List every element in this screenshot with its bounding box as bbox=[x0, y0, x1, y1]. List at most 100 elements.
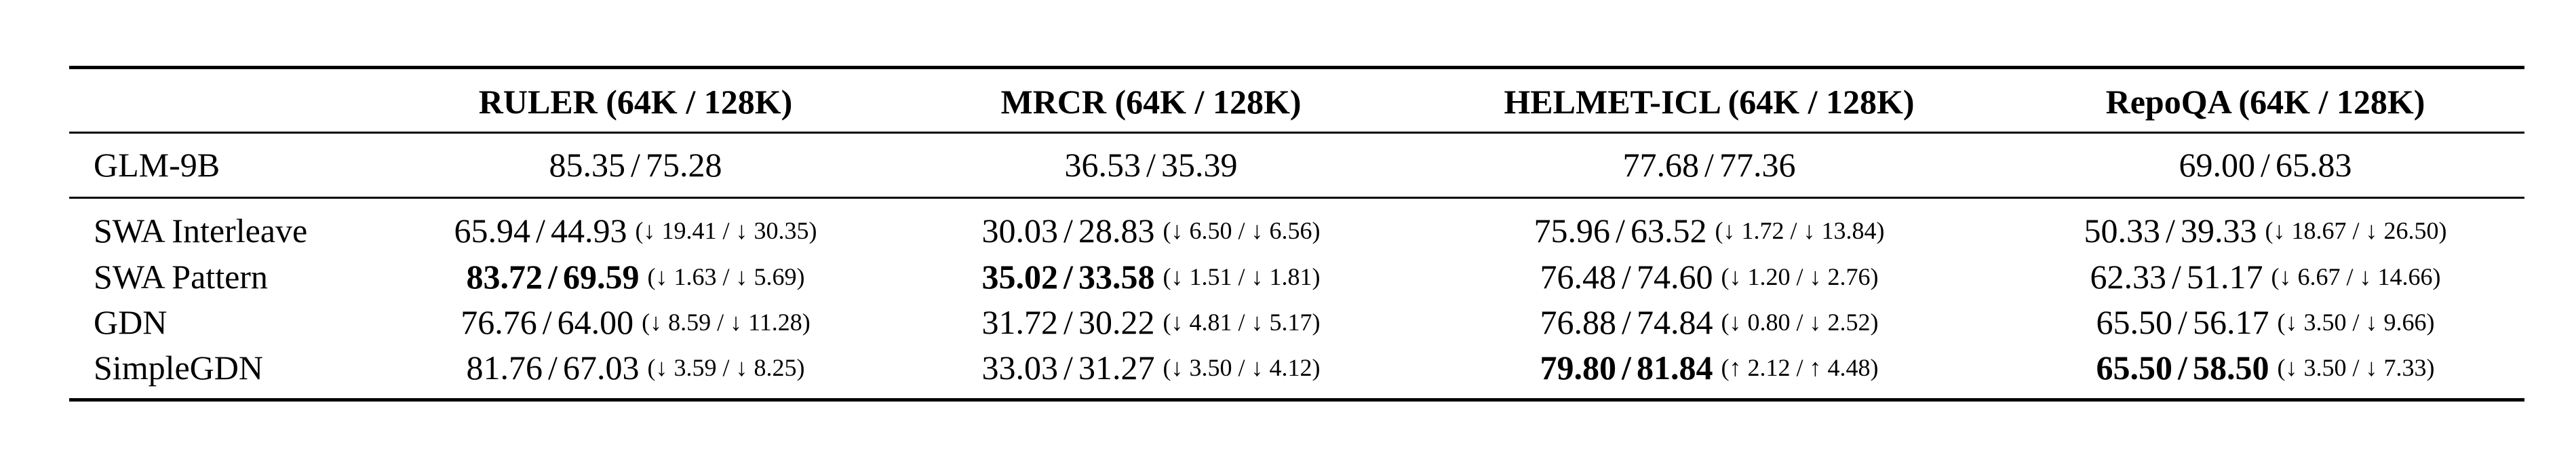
slash-separator: / bbox=[1704, 146, 1714, 184]
score-128k: 74.84 bbox=[1636, 303, 1713, 341]
header-rule bbox=[69, 132, 2524, 134]
score-64k: 35.02 bbox=[981, 258, 1059, 296]
score-128k: 51.17 bbox=[2186, 258, 2263, 296]
slash-separator: / bbox=[548, 349, 558, 387]
score-cell: 36.53/35.39 bbox=[1065, 142, 1238, 187]
score-128k: 77.36 bbox=[1719, 146, 1796, 184]
delta-vs-baseline: (↓ 6.67 / ↓ 14.66) bbox=[2271, 263, 2441, 290]
score-cell: 65.50/56.17 (↓ 3.50 / ↓ 9.66) bbox=[2096, 300, 2435, 345]
slash-separator: / bbox=[631, 146, 640, 184]
bottom-rule bbox=[69, 398, 2524, 402]
table-row: SWA Pattern 83.72/69.59 (↓ 1.63 / ↓ 5.69) 3… bbox=[69, 254, 2524, 299]
score-64k: 83.72 bbox=[466, 258, 543, 296]
header-row: RULER (64K / 128K) MRCR (64K / 128K) HELME… bbox=[69, 79, 2524, 124]
column-header: RepoQA (64K / 128K) bbox=[2105, 83, 2425, 121]
baseline-rule bbox=[69, 197, 2524, 199]
score-64k: 33.03 bbox=[981, 349, 1059, 387]
delta-vs-baseline: (↓ 1.72 / ↓ 13.84) bbox=[1715, 217, 1885, 244]
score-cell: 85.35/75.28 bbox=[549, 142, 722, 187]
score-64k: 76.88 bbox=[1540, 303, 1617, 341]
slash-separator: / bbox=[1622, 349, 1631, 387]
score-cell: 81.76/67.03 (↓ 3.59 / ↓ 8.25) bbox=[467, 345, 805, 390]
score-128k: 64.00 bbox=[557, 303, 634, 341]
slash-separator: / bbox=[2166, 212, 2175, 250]
score-64k: 69.00 bbox=[2179, 146, 2256, 184]
score-cell: 83.72/69.59 (↓ 1.63 / ↓ 5.69) bbox=[467, 254, 805, 299]
score-cell: 50.33/39.33 (↓ 18.67 / ↓ 26.50) bbox=[2084, 208, 2447, 253]
delta-vs-baseline: (↓ 8.59 / ↓ 11.28) bbox=[642, 309, 811, 336]
score-128k: 67.03 bbox=[562, 349, 640, 387]
score-64k: 76.76 bbox=[461, 303, 537, 341]
score-128k: 44.93 bbox=[550, 212, 627, 250]
model-name: GLM-9B bbox=[94, 146, 220, 184]
score-64k: 31.72 bbox=[981, 303, 1059, 341]
score-128k: 56.17 bbox=[2192, 303, 2269, 341]
delta-vs-baseline: (↓ 6.50 / ↓ 6.56) bbox=[1163, 217, 1321, 244]
slash-separator: / bbox=[1063, 349, 1073, 387]
score-64k: 62.33 bbox=[2090, 258, 2167, 296]
score-64k: 77.68 bbox=[1622, 146, 1700, 184]
score-128k: 58.50 bbox=[2192, 349, 2269, 387]
slash-separator: / bbox=[2178, 303, 2187, 341]
model-name: SWA Pattern bbox=[94, 258, 268, 296]
score-64k: 65.50 bbox=[2096, 303, 2173, 341]
slash-separator: / bbox=[2178, 349, 2187, 387]
slash-separator: / bbox=[2261, 146, 2270, 184]
slash-separator: / bbox=[1063, 212, 1073, 250]
score-64k: 30.03 bbox=[981, 212, 1059, 250]
score-cell: 77.68/77.36 bbox=[1623, 142, 1796, 187]
score-cell: 76.76/64.00 (↓ 8.59 / ↓ 11.28) bbox=[461, 300, 811, 345]
score-cell: 76.88/74.84 (↓ 0.80 / ↓ 2.52) bbox=[1540, 300, 1879, 345]
score-64k: 85.35 bbox=[549, 146, 626, 184]
score-128k: 75.28 bbox=[645, 146, 722, 184]
delta-vs-baseline: (↓ 3.50 / ↓ 7.33) bbox=[2277, 354, 2435, 381]
delta-vs-baseline: (↓ 3.50 / ↓ 9.66) bbox=[2277, 309, 2435, 336]
slash-separator: / bbox=[1063, 258, 1073, 296]
table-row: GDN 76.76/64.00 (↓ 8.59 / ↓ 11.28) 31.72/30… bbox=[69, 300, 2524, 345]
delta-vs-baseline: (↓ 3.50 / ↓ 4.12) bbox=[1163, 354, 1321, 381]
score-64k: 76.48 bbox=[1540, 258, 1617, 296]
delta-vs-baseline: (↓ 1.20 / ↓ 2.76) bbox=[1721, 263, 1879, 290]
score-128k: 33.58 bbox=[1078, 258, 1155, 296]
baseline-row: GLM-9B 85.35/75.28 36.53/35.39 77.68/77.36 6… bbox=[69, 142, 2524, 187]
slash-separator: / bbox=[1063, 303, 1073, 341]
model-name: SimpleGDN bbox=[94, 349, 263, 387]
score-128k: 81.84 bbox=[1636, 349, 1713, 387]
delta-vs-baseline: (↓ 1.51 / ↓ 1.81) bbox=[1163, 263, 1321, 290]
delta-vs-baseline: (↓ 19.41 / ↓ 30.35) bbox=[635, 217, 817, 244]
score-64k: 65.50 bbox=[2096, 349, 2173, 387]
delta-vs-baseline: (↓ 3.59 / ↓ 8.25) bbox=[647, 354, 805, 381]
slash-separator: / bbox=[542, 303, 552, 341]
score-64k: 65.94 bbox=[454, 212, 531, 250]
table-row: SimpleGDN 81.76/67.03 (↓ 3.59 / ↓ 8.25) 33.… bbox=[69, 345, 2524, 390]
column-header: MRCR (64K / 128K) bbox=[1000, 83, 1302, 121]
score-64k: 50.33 bbox=[2084, 212, 2161, 250]
score-64k: 36.53 bbox=[1064, 146, 1141, 184]
score-128k: 69.59 bbox=[562, 258, 640, 296]
score-cell: 79.80/81.84 (↑ 2.12 / ↑ 4.48) bbox=[1540, 345, 1879, 390]
score-64k: 79.80 bbox=[1540, 349, 1617, 387]
score-cell: 31.72/30.22 (↓ 4.81 / ↓ 5.17) bbox=[982, 300, 1321, 345]
slash-separator: / bbox=[536, 212, 545, 250]
score-cell: 75.96/63.52 (↓ 1.72 / ↓ 13.84) bbox=[1534, 208, 1885, 253]
score-cell: 62.33/51.17 (↓ 6.67 / ↓ 14.66) bbox=[2090, 254, 2441, 299]
score-128k: 28.83 bbox=[1078, 212, 1155, 250]
score-cell: 33.03/31.27 (↓ 3.50 / ↓ 4.12) bbox=[982, 345, 1321, 390]
score-cell: 65.94/44.93 (↓ 19.41 / ↓ 30.35) bbox=[454, 208, 817, 253]
delta-vs-baseline: (↓ 1.63 / ↓ 5.69) bbox=[647, 263, 805, 290]
delta-vs-baseline: (↓ 18.67 / ↓ 26.50) bbox=[2265, 217, 2447, 244]
slash-separator: / bbox=[2172, 258, 2181, 296]
score-cell: 69.00/65.83 bbox=[2179, 142, 2352, 187]
slash-separator: / bbox=[548, 258, 558, 296]
score-cell: 76.48/74.60 (↓ 1.20 / ↓ 2.76) bbox=[1540, 254, 1879, 299]
score-cell: 30.03/28.83 (↓ 6.50 / ↓ 6.56) bbox=[982, 208, 1321, 253]
score-128k: 74.60 bbox=[1636, 258, 1713, 296]
slash-separator: / bbox=[1622, 258, 1631, 296]
delta-vs-baseline: (↑ 2.12 / ↑ 4.48) bbox=[1721, 354, 1879, 381]
slash-separator: / bbox=[1622, 303, 1631, 341]
slash-separator: / bbox=[1146, 146, 1156, 184]
delta-vs-baseline: (↓ 0.80 / ↓ 2.52) bbox=[1721, 309, 1879, 336]
table-row: SWA Interleave 65.94/44.93 (↓ 19.41 / ↓ 30… bbox=[69, 208, 2524, 253]
score-64k: 81.76 bbox=[466, 349, 543, 387]
model-name: GDN bbox=[94, 303, 168, 341]
